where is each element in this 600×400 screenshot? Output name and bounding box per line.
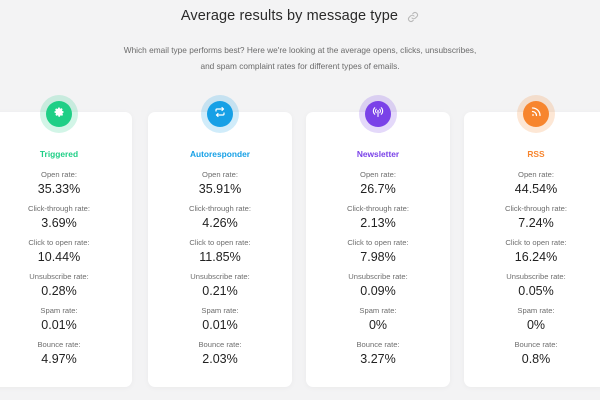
card-triggered: Triggered Open rate: 35.33% Click-through… [0, 95, 132, 387]
metric-value: 16.24% [514, 250, 558, 264]
metric-value: 0.09% [360, 284, 396, 298]
metric-label: Open rate: [518, 170, 554, 179]
metric-value: 2.13% [360, 216, 396, 230]
page-title: Average results by message type [180, 8, 399, 24]
metric-spam-rate: Spam rate: 0.01% [148, 306, 292, 340]
metric-open-rate: Open rate: 44.54% [464, 170, 600, 204]
badge [40, 95, 78, 133]
metric-value: 0.21% [202, 284, 238, 298]
metric-label: Click to open rate: [28, 238, 90, 247]
metric-value: 0% [526, 318, 546, 332]
repeat-icon [214, 105, 226, 123]
metric-label: Bounce rate: [514, 340, 558, 349]
card-title: Triggered [39, 149, 79, 159]
metric-label: Spam rate: [359, 306, 397, 315]
metrics-list: Open rate: 44.54% Click-through rate: 7.24… [464, 170, 600, 374]
metric-value: 11.85% [199, 250, 241, 264]
metric-open-rate: Open rate: 26.7% [306, 170, 450, 204]
metric-unsubscribe-rate: Unsubscribe rate: 0.05% [464, 272, 600, 306]
metrics-list: Open rate: 26.7% Click-through rate: 2.13%… [306, 170, 450, 374]
metric-label: Bounce rate: [198, 340, 242, 349]
metric-label: Open rate: [202, 170, 238, 179]
metric-label: Click to open rate: [505, 238, 567, 247]
rss-icon [530, 105, 542, 123]
metrics-list: Open rate: 35.33% Click-through rate: 3.69… [0, 170, 132, 374]
metric-label: Click-through rate: [504, 204, 568, 213]
metric-unsubscribe-rate: Unsubscribe rate: 0.21% [148, 272, 292, 306]
metric-label: Click to open rate: [347, 238, 409, 247]
metric-value: 35.91% [198, 182, 242, 196]
gear-icon [53, 105, 65, 123]
metric-value: 7.24% [518, 216, 554, 230]
metric-value: 4.26% [202, 216, 238, 230]
link-icon[interactable] [407, 10, 419, 23]
metric-label: Click to open rate: [189, 238, 251, 247]
metric-label: Spam rate: [40, 306, 78, 315]
metric-value: 0.28% [41, 284, 77, 298]
metric-click-to-open-rate: Click to open rate: 10.44% [0, 238, 132, 272]
metric-value: 0.01% [41, 318, 77, 332]
badge [201, 95, 239, 133]
metric-unsubscribe-rate: Unsubscribe rate: 0.28% [0, 272, 132, 306]
metric-value: 2.03% [202, 352, 238, 366]
metric-label: Spam rate: [201, 306, 239, 315]
metric-bounce-rate: Bounce rate: 3.27% [306, 340, 450, 374]
metric-label: Open rate: [41, 170, 77, 179]
metric-unsubscribe-rate: Unsubscribe rate: 0.09% [306, 272, 450, 306]
metric-label: Open rate: [360, 170, 396, 179]
metric-value: 3.27% [360, 352, 396, 366]
metric-label: Click-through rate: [346, 204, 410, 213]
metric-click-to-open-rate: Click to open rate: 7.98% [306, 238, 450, 272]
metric-value: 7.98% [360, 250, 396, 264]
metric-open-rate: Open rate: 35.91% [148, 170, 292, 204]
metric-click-to-open-rate: Click to open rate: 16.24% [464, 238, 600, 272]
metric-bounce-rate: Bounce rate: 2.03% [148, 340, 292, 374]
metric-value: 10.44% [37, 250, 81, 264]
metric-value: 44.54% [514, 182, 558, 196]
metric-click-to-open-rate: Click to open rate: 11.85% [148, 238, 292, 272]
card-title: Newsletter [356, 149, 400, 159]
metric-value: 0.8% [521, 352, 551, 366]
card-title: Autoresponder [189, 149, 251, 159]
metrics-list: Open rate: 35.91% Click-through rate: 4.26… [148, 170, 292, 374]
metric-value: 3.69% [41, 216, 77, 230]
metric-label: Unsubscribe rate: [348, 272, 408, 281]
metric-spam-rate: Spam rate: 0% [464, 306, 600, 340]
intro-text: Which email type performs best? Here we'… [0, 42, 600, 74]
metric-spam-rate: Spam rate: 0.01% [0, 306, 132, 340]
metric-value: 26.7% [360, 182, 396, 196]
metric-label: Click-through rate: [27, 204, 91, 213]
card-title: RSS [527, 149, 545, 159]
metric-value: 4.97% [41, 352, 77, 366]
intro-line: Which email type performs best? Here we'… [123, 45, 477, 55]
metric-spam-rate: Spam rate: 0% [306, 306, 450, 340]
metric-bounce-rate: Bounce rate: 0.8% [464, 340, 600, 374]
metric-open-rate: Open rate: 35.33% [0, 170, 132, 204]
metric-value: 0% [368, 318, 388, 332]
metric-value: 0.01% [202, 318, 238, 332]
metric-click-through-rate: Click-through rate: 7.24% [464, 204, 600, 238]
card-autoresponder: Autoresponder Open rate: 35.91% Click-thr… [148, 95, 292, 387]
metric-bounce-rate: Bounce rate: 4.97% [0, 340, 132, 374]
metric-label: Unsubscribe rate: [506, 272, 566, 281]
metric-value: 0.05% [518, 284, 554, 298]
metric-label: Click-through rate: [188, 204, 252, 213]
broadcast-icon [372, 105, 384, 123]
metric-value: 35.33% [37, 182, 81, 196]
badge [359, 95, 397, 133]
metric-label: Bounce rate: [37, 340, 81, 349]
metric-click-through-rate: Click-through rate: 2.13% [306, 204, 450, 238]
section-header: Average results by message type [0, 8, 600, 24]
badge [517, 95, 555, 133]
metric-label: Spam rate: [517, 306, 555, 315]
metric-label: Bounce rate: [356, 340, 400, 349]
metric-label: Unsubscribe rate: [190, 272, 250, 281]
metric-label: Unsubscribe rate: [29, 272, 89, 281]
card-rss: RSS Open rate: 44.54% Click-through rate:… [464, 95, 600, 387]
card-newsletter: Newsletter Open rate: 26.7% Click-through… [306, 95, 450, 387]
metric-click-through-rate: Click-through rate: 4.26% [148, 204, 292, 238]
metric-click-through-rate: Click-through rate: 3.69% [0, 204, 132, 238]
intro-line: and spam complaint rates for different t… [200, 61, 400, 71]
